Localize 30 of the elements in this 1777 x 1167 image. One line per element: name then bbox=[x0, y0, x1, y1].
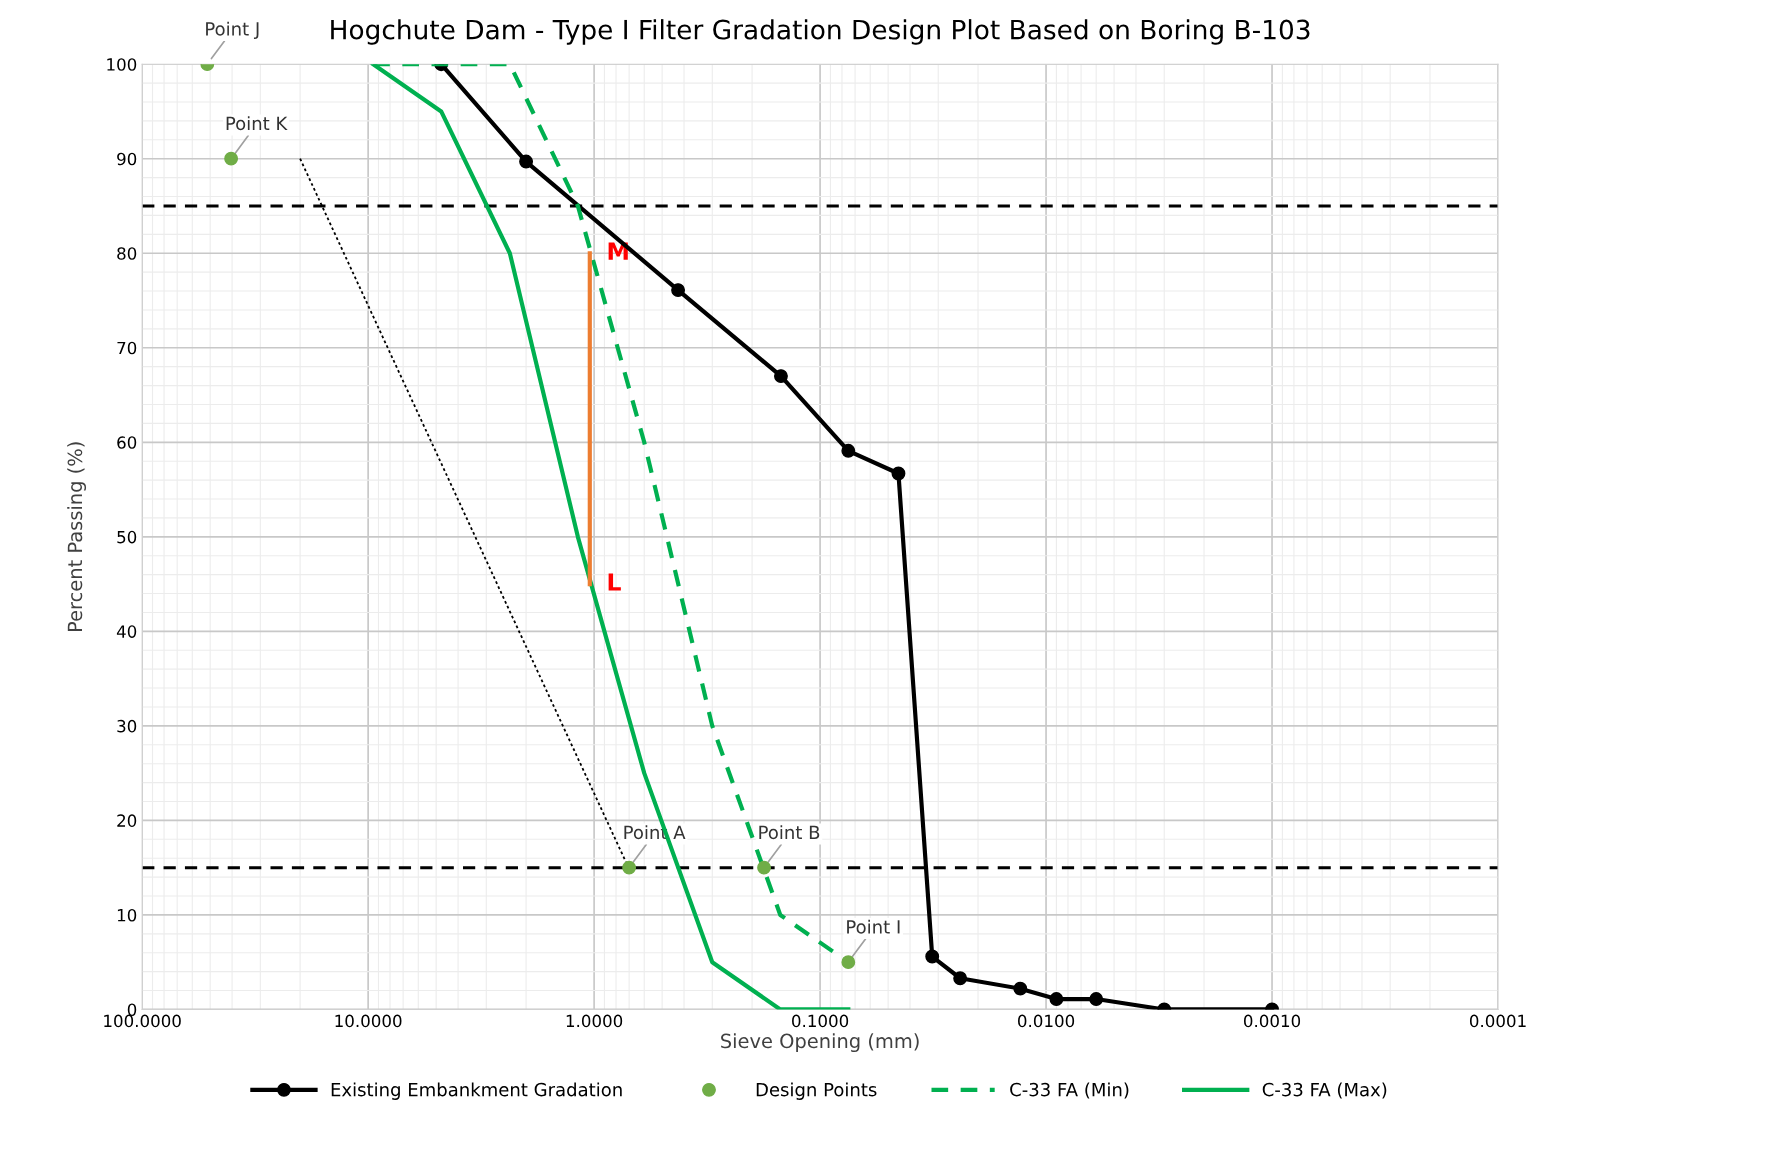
y-tick-label: 70 bbox=[117, 341, 137, 355]
x-tick-label: 0.0001 bbox=[1469, 1014, 1526, 1028]
x-tick-label: 100.0000 bbox=[104, 1014, 181, 1028]
x-tick-label: 0.0100 bbox=[1018, 1014, 1075, 1028]
legend-label: C-33 FA (Max) bbox=[1262, 1082, 1387, 1099]
y-tick-label: 50 bbox=[117, 530, 137, 544]
annotation: Point B bbox=[759, 825, 820, 840]
y-tick-label: 10 bbox=[117, 908, 137, 922]
x-axis-title: Sieve Opening (mm) bbox=[721, 1033, 919, 1053]
legend-label: Existing Embankment Gradation bbox=[331, 1082, 622, 1100]
y-axis-title: Percent Passing (%) bbox=[67, 442, 87, 632]
annotation: L bbox=[608, 573, 621, 591]
y-tick-label: 20 bbox=[117, 814, 137, 827]
annotation: Point I bbox=[847, 919, 900, 934]
y-tick-label: 60 bbox=[117, 436, 137, 449]
y-tick-label: 80 bbox=[117, 247, 137, 260]
annotation: Point K bbox=[226, 116, 288, 131]
y-tick-label: 100 bbox=[107, 58, 137, 71]
y-tick-label: 40 bbox=[116, 625, 137, 638]
legend-label: Design Points bbox=[756, 1082, 877, 1100]
chart-title: Hogchute Dam - Type I Filter Gradation Design Plot Based on Boring B-103 bbox=[331, 19, 1310, 45]
x-tick-label: 1.0000 bbox=[566, 1014, 623, 1028]
x-tick-label: 0.0010 bbox=[1243, 1014, 1301, 1028]
y-tick-label: 90 bbox=[117, 152, 137, 166]
y-tick-label: 30 bbox=[117, 719, 137, 733]
annotation: Point J bbox=[206, 21, 259, 40]
x-tick-label: 10.0000 bbox=[335, 1014, 402, 1028]
y-tick-label: 0 bbox=[127, 1003, 137, 1017]
x-tick-label: 0.1000 bbox=[792, 1014, 849, 1028]
legend-label: C-33 FA (Min) bbox=[1010, 1082, 1129, 1099]
